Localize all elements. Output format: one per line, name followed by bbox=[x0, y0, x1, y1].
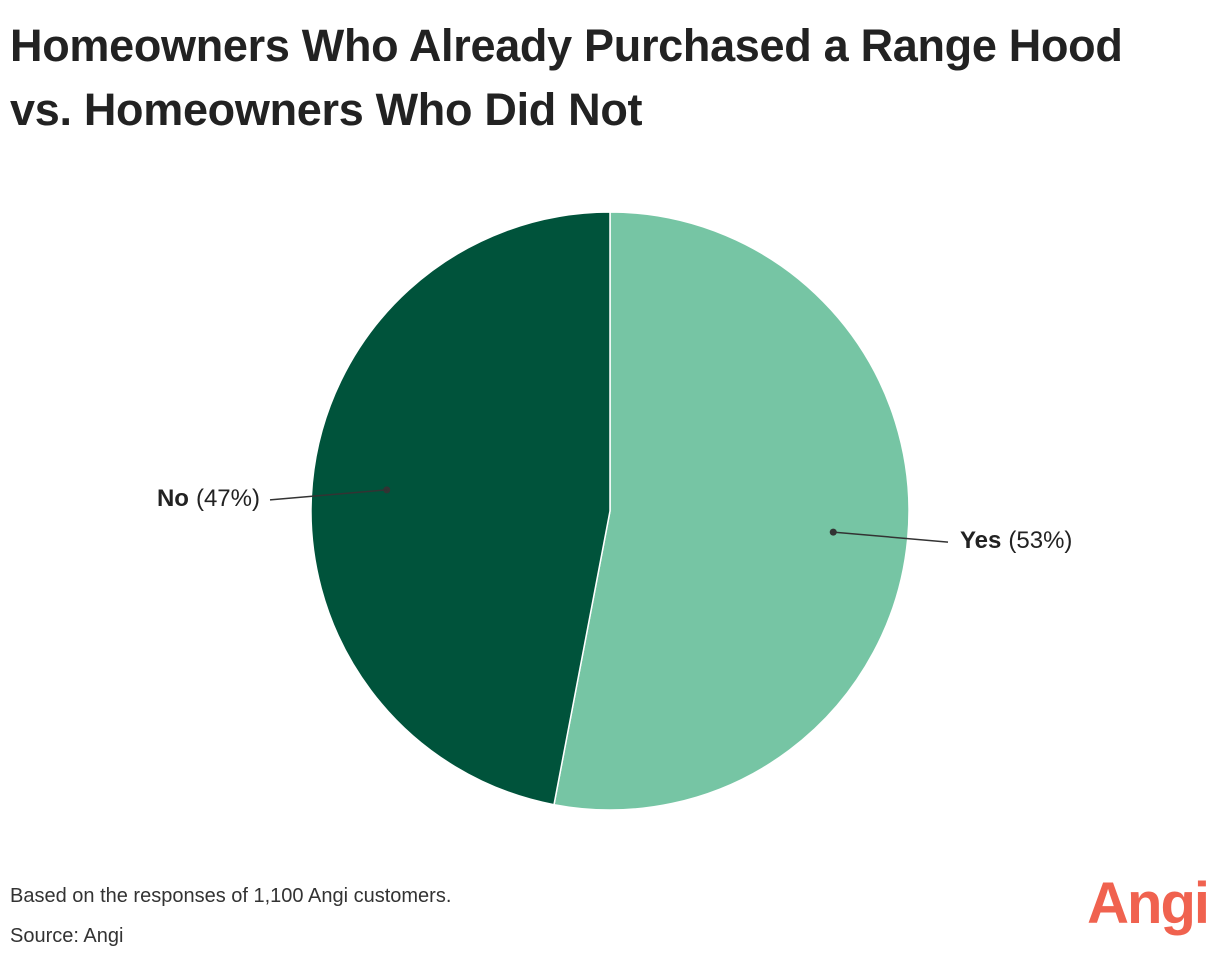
logo: Angi bbox=[1087, 871, 1210, 936]
slice-label-value: (47%) bbox=[196, 485, 260, 512]
slice-label: Yes (53%) bbox=[960, 527, 1072, 554]
note: Based on the responses of 1,100 Angi cus… bbox=[10, 885, 452, 907]
slice-label-name: Yes bbox=[960, 527, 1001, 554]
slice-label-name: No bbox=[157, 485, 189, 512]
pie-slice bbox=[310, 211, 611, 806]
leader-line bbox=[833, 531, 949, 543]
slice-label-value: (53%) bbox=[1008, 527, 1072, 554]
leader-line bbox=[269, 489, 387, 501]
slice-label: No (47%) bbox=[157, 485, 260, 512]
chart-title: Homeowners Who Already Purchased a Range… bbox=[10, 20, 1123, 135]
source: Source: Angi bbox=[10, 925, 124, 947]
